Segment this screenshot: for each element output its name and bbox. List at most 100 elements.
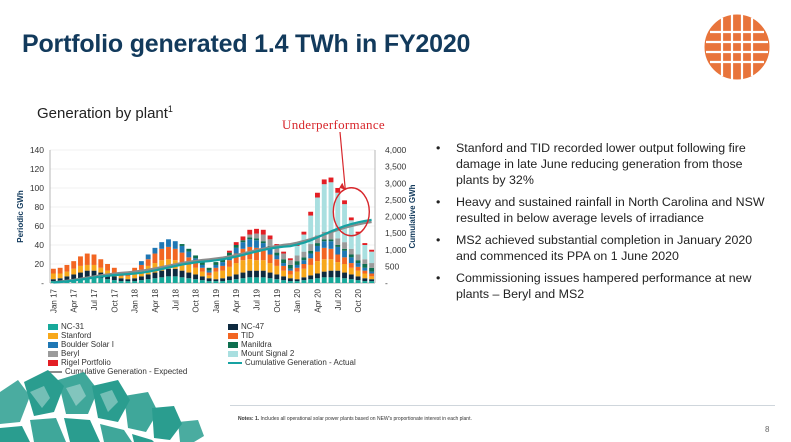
- bar-segment: [240, 240, 246, 243]
- bar-segment: [186, 272, 192, 279]
- bar-segment: [186, 251, 192, 258]
- bar-segment: [260, 277, 266, 283]
- bar-segment: [50, 273, 56, 280]
- bar-segment: [166, 239, 171, 247]
- bar-segment: [348, 254, 354, 258]
- bar-segment: [348, 248, 354, 255]
- x-tick-label: Apr 19: [232, 288, 241, 312]
- bar-segment: [308, 211, 314, 216]
- bar-segment: [260, 243, 266, 250]
- bar-segment: [342, 250, 347, 258]
- x-tick-label: Oct 19: [273, 288, 282, 312]
- bar-segment: [111, 267, 117, 274]
- bar-segment: [335, 245, 341, 247]
- bullet-list: Stanford and TID recorded lower output f…: [428, 140, 773, 308]
- bar-segment: [260, 270, 266, 278]
- bar-segment: [220, 278, 226, 282]
- bar-segment: [145, 254, 151, 260]
- bar-segment: [335, 277, 341, 283]
- bar-segment: [233, 247, 239, 254]
- bar-segment: [98, 278, 104, 283]
- bar-segment: [362, 267, 368, 271]
- bar-segment: [98, 267, 104, 273]
- bar-segment: [362, 273, 368, 279]
- bar-segment: [206, 281, 212, 283]
- bullet-item: MS2 achieved substantial completion in J…: [428, 232, 773, 264]
- x-tick-label: Oct 20: [354, 288, 363, 312]
- bar-segment: [274, 252, 280, 256]
- y-tick-label: 140: [30, 145, 44, 155]
- bar-segment: [267, 254, 273, 264]
- bar-segment: [260, 229, 266, 235]
- bar-segment: [118, 278, 124, 282]
- bar-segment: [342, 242, 347, 249]
- bar-segment: [335, 262, 341, 271]
- bar-segment: [193, 267, 199, 275]
- bar-segment: [260, 241, 266, 244]
- legend-item: Cumulative Generation - Actual: [228, 358, 356, 367]
- bar-segment: [84, 270, 90, 278]
- bar-segment: [328, 231, 334, 240]
- bar-segment: [111, 276, 117, 281]
- legend-label: NC-47: [241, 322, 265, 331]
- bar-segment: [254, 277, 259, 283]
- legend-label: Stanford: [61, 331, 92, 340]
- bar-segment: [308, 244, 314, 251]
- bar-segment: [125, 276, 131, 280]
- bar-segment: [281, 270, 287, 277]
- bar-segment: [226, 280, 232, 283]
- bar-segment: [206, 275, 212, 279]
- bar-segment: [260, 234, 266, 242]
- bullet-item: Commissioning issues hampered performanc…: [428, 270, 773, 302]
- underperformance-arrow: [339, 131, 346, 190]
- bar-segment: [335, 188, 341, 193]
- bar-segment: [254, 240, 259, 248]
- bar-segment: [179, 245, 185, 253]
- bar-segment: [294, 281, 300, 283]
- bar-segment: [132, 278, 138, 282]
- bar-segment: [240, 236, 246, 241]
- y2-tick-label: 1,500: [385, 228, 407, 238]
- bar-segment: [247, 229, 253, 235]
- bar-segment: [315, 278, 320, 283]
- x-tick-label: Jan 17: [49, 288, 58, 313]
- bar-segment: [348, 257, 354, 264]
- bar-segment: [145, 274, 151, 280]
- bar-segment: [342, 278, 347, 283]
- bar-segment: [199, 280, 205, 283]
- bar-segment: [213, 271, 219, 280]
- bar-segment: [179, 252, 185, 263]
- bar-segment: [369, 267, 375, 272]
- legend-swatch: [48, 323, 58, 330]
- x-tick-label: Jan 20: [293, 288, 302, 313]
- bar-segment: [342, 200, 347, 205]
- bar-segment: [321, 277, 327, 283]
- bar-segment: [91, 270, 97, 278]
- bar-segment: [294, 279, 300, 282]
- bar-segment: [315, 243, 320, 246]
- bar-segment: [166, 268, 171, 277]
- bar-segment: [335, 254, 341, 263]
- bar-segment: [274, 246, 280, 253]
- bar-segment: [274, 259, 280, 266]
- y-axis-label: Periodic GWh: [16, 190, 25, 243]
- bar-segment: [321, 184, 327, 232]
- bar-segment: [355, 266, 361, 271]
- legend-item: Boulder Solar I: [48, 340, 114, 349]
- bar-segment: [254, 238, 259, 241]
- bar-segment: [335, 270, 341, 278]
- bar-segment: [240, 278, 246, 283]
- bar-segment: [226, 250, 232, 253]
- chart-subtitle: Generation by plant1: [37, 104, 173, 122]
- bar-segment: [335, 246, 341, 255]
- bar-segment: [152, 253, 158, 264]
- legend-item: Stanford: [48, 331, 91, 340]
- bar-segment: [172, 268, 178, 277]
- bar-segment: [342, 257, 347, 264]
- x-tick-label: Apr 18: [151, 288, 160, 312]
- x-tick-label: Jan 19: [212, 288, 221, 313]
- legend-label: Cumulative Generation - Expected: [65, 367, 188, 376]
- bar-segment: [321, 259, 327, 272]
- page-title: Portfolio generated 1.4 TWh in FY2020: [22, 30, 471, 58]
- footnote: Notes: 1. Includes all operational solar…: [238, 416, 472, 422]
